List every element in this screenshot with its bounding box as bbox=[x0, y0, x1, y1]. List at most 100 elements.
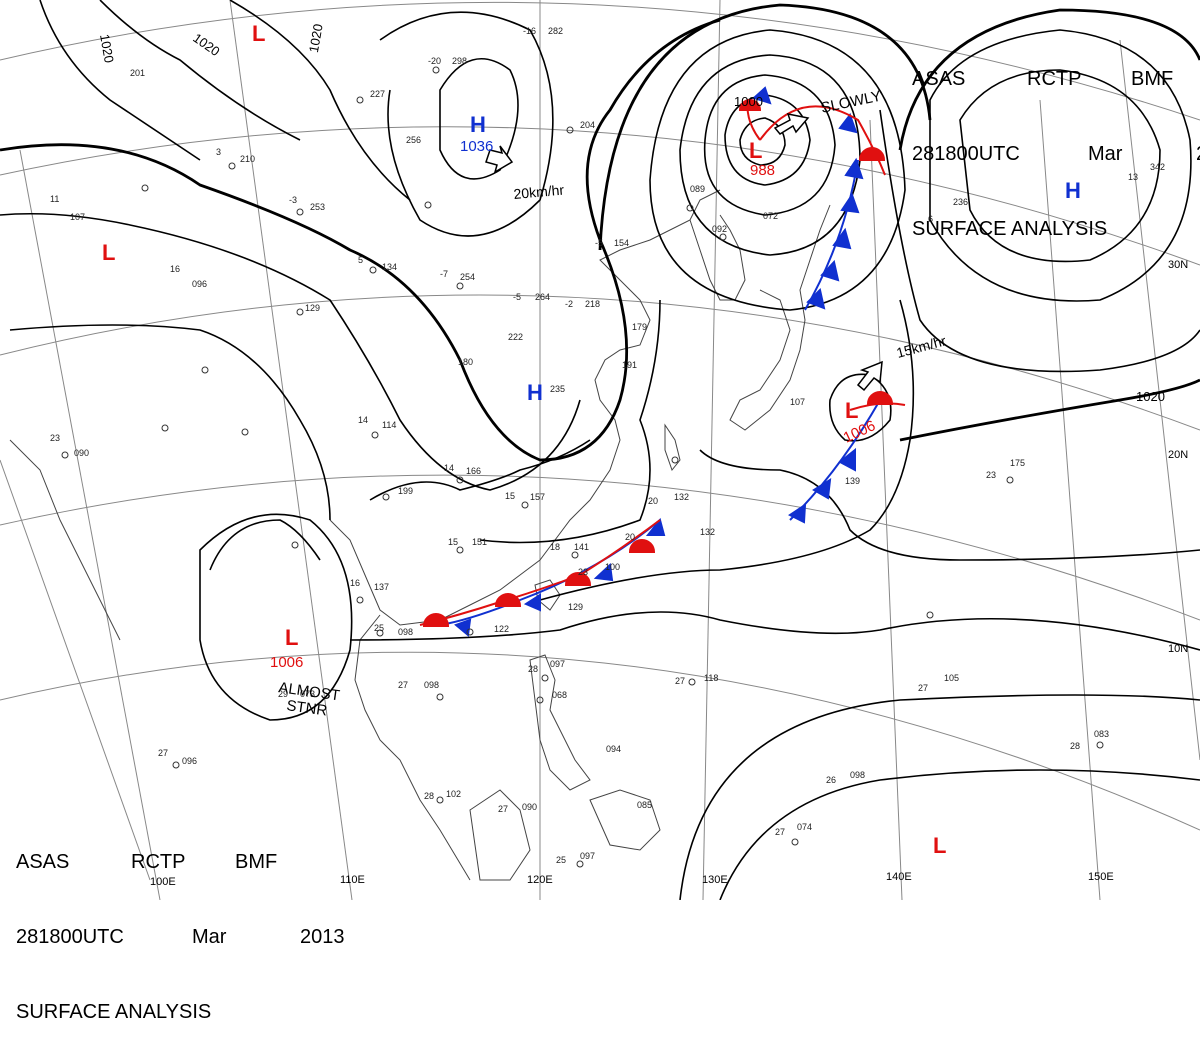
station-temp: 27 bbox=[158, 748, 168, 758]
low-center-symbol: L bbox=[285, 625, 298, 650]
station-pressure: 298 bbox=[452, 56, 467, 66]
station-pressure: 218 bbox=[585, 299, 600, 309]
station-pressure: 083 bbox=[1094, 729, 1109, 739]
header-year: 2013 bbox=[300, 926, 345, 948]
coast-indochina bbox=[354, 614, 471, 881]
station-marker bbox=[571, 551, 579, 559]
isobar-tropic-2 bbox=[539, 299, 915, 601]
warm-front-bump bbox=[494, 593, 522, 607]
low-center-value: 1006 bbox=[270, 654, 303, 671]
station-pressure: 137 bbox=[374, 582, 389, 592]
station-pressure: 105 bbox=[944, 673, 959, 683]
station-pressure: 157 bbox=[530, 492, 545, 502]
station-temp: 20 bbox=[648, 496, 658, 506]
isobar-high-1036 bbox=[439, 58, 519, 180]
isobar-low-se-2 bbox=[679, 694, 1200, 900]
station-pressure: 264 bbox=[535, 292, 550, 302]
station-pressure: 282 bbox=[548, 26, 563, 36]
cold-front-pip bbox=[812, 478, 832, 500]
station-marker bbox=[541, 674, 549, 682]
station-pressure: 090 bbox=[74, 448, 89, 458]
longitude-label: 110E bbox=[340, 874, 365, 886]
station-pressure: 118 bbox=[704, 673, 718, 683]
isobar-low-1006-west-2 bbox=[209, 519, 321, 571]
station-temp: 15 bbox=[505, 491, 515, 501]
isobar-label: 1020 bbox=[190, 30, 222, 59]
isobar-south-1 bbox=[369, 439, 591, 501]
station-pressure: 074 bbox=[797, 822, 812, 832]
station-marker bbox=[566, 126, 574, 134]
station-pressure: 098 bbox=[424, 680, 439, 690]
longitude-label: 100E bbox=[150, 876, 176, 888]
station-markers bbox=[61, 66, 1104, 868]
high-center-value: 1036 bbox=[460, 138, 493, 155]
high-center-symbol: H bbox=[1065, 178, 1081, 203]
parallel-10n bbox=[0, 474, 1200, 621]
station-pressure: 096 bbox=[192, 279, 207, 289]
station-marker bbox=[719, 233, 727, 241]
station-marker bbox=[424, 201, 432, 209]
header-center: ASAS bbox=[912, 68, 966, 90]
cold-fronts bbox=[439, 86, 881, 637]
station-marker bbox=[576, 860, 584, 868]
coast-mindanao bbox=[589, 789, 661, 851]
station-temp: 11 bbox=[50, 194, 59, 204]
isobar-east-high-1 bbox=[959, 69, 1161, 263]
cold-front-pip bbox=[523, 593, 541, 612]
station-temp: 27 bbox=[675, 676, 685, 686]
station-temp: 15 bbox=[448, 537, 458, 547]
station-marker bbox=[791, 838, 799, 846]
cold-front-pip bbox=[844, 157, 864, 180]
station-pressure: 090 bbox=[522, 802, 537, 812]
low-center-symbol: L bbox=[102, 240, 115, 265]
cold-front-pip bbox=[838, 447, 856, 472]
meridian-130e bbox=[702, 0, 721, 900]
warm-fronts bbox=[419, 99, 906, 627]
station-temp: 26 bbox=[826, 775, 836, 785]
isobar-east-mid bbox=[879, 109, 1200, 373]
station-temp: 16 bbox=[170, 264, 180, 274]
station-pressure: 107 bbox=[70, 212, 85, 222]
station-marker bbox=[456, 282, 464, 290]
meridian-160e bbox=[1119, 39, 1200, 761]
station-pressure: 129 bbox=[305, 303, 320, 313]
station-temp: 20 bbox=[625, 532, 635, 542]
header-product: SURFACE ANALYSIS bbox=[912, 218, 1108, 240]
isobar-1020-east bbox=[899, 378, 1200, 442]
isobar-low-988-5 bbox=[649, 29, 906, 311]
cold-front-pip bbox=[645, 517, 666, 536]
station-marker bbox=[432, 66, 440, 74]
station-pressure: 134 bbox=[382, 262, 397, 272]
cold-front-pip bbox=[806, 288, 826, 310]
cold-front-pip bbox=[593, 562, 614, 582]
station-marker bbox=[521, 501, 529, 509]
isobar-east-high-3 bbox=[898, 8, 1200, 151]
station-pressure: 122 bbox=[494, 624, 509, 634]
station-pressure: 256 bbox=[406, 135, 421, 145]
station-marker bbox=[376, 629, 384, 637]
parallel-30n bbox=[0, 126, 1200, 266]
station-marker bbox=[466, 628, 474, 636]
header-valid-time: 281800UTC bbox=[16, 926, 124, 948]
warm-front-bump bbox=[866, 391, 894, 405]
station-pressure: 096 bbox=[182, 756, 197, 766]
station-pressure: 222 bbox=[508, 332, 523, 342]
station-marker bbox=[296, 208, 304, 216]
station-marker bbox=[1096, 741, 1104, 749]
station-temp: 28 bbox=[1070, 741, 1080, 751]
isobar-high-1036-outer bbox=[379, 11, 554, 237]
station-temp: 28 bbox=[424, 791, 434, 801]
header-month: Mar bbox=[192, 926, 227, 948]
station-pressure: 141 bbox=[574, 542, 589, 552]
station-pressure: 191 bbox=[622, 360, 637, 370]
station-pressure: 254 bbox=[460, 272, 475, 282]
longitude-label: 120E bbox=[527, 874, 553, 886]
latitude-label: 20N bbox=[1168, 449, 1188, 461]
low-center-symbol: L bbox=[749, 138, 762, 163]
cold-front-pip bbox=[454, 618, 472, 637]
station-marker bbox=[61, 451, 69, 459]
station-temp: 3 bbox=[216, 147, 221, 157]
isobar-low-988-6 bbox=[598, 3, 932, 251]
station-temp: 27 bbox=[918, 683, 928, 693]
station-marker bbox=[688, 678, 696, 686]
